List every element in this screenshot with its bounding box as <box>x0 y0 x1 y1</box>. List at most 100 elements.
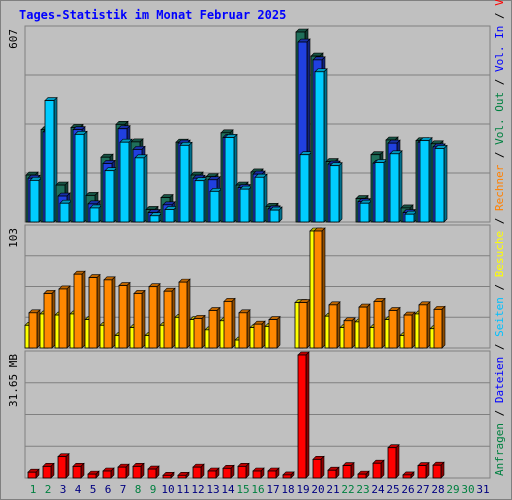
bar-rechner-10-side <box>171 287 176 349</box>
bar-rechner-20 <box>313 230 323 349</box>
bar-rechner-23 <box>358 306 368 349</box>
day-tick-label-11: 11 <box>176 483 189 496</box>
legend-separator: / <box>493 337 506 357</box>
day-tick-label-21: 21 <box>326 483 339 496</box>
day-tick-label-12: 12 <box>191 483 204 496</box>
bar-seiten-6 <box>104 170 115 223</box>
bar-volumen-20-side <box>320 455 325 479</box>
bar-seiten-19 <box>299 154 310 223</box>
scale-label-volume: 31.65 MB <box>7 354 20 407</box>
bar-volumen-19 <box>297 354 307 479</box>
bar-rechner-3 <box>58 288 68 349</box>
bar-seiten-24 <box>374 162 385 223</box>
bar-seiten-21 <box>329 165 340 223</box>
bar-volumen-2 <box>42 465 52 479</box>
bar-seiten-26 <box>404 213 415 223</box>
bar-seiten-11 <box>179 144 190 223</box>
bar-volumen-22-side <box>350 461 355 479</box>
legend-entry-anfragen: Anfragen <box>493 423 506 476</box>
bar-seiten-28-side <box>443 144 448 223</box>
bar-rechner-12-side <box>201 314 206 349</box>
bar-volumen-23 <box>357 473 367 479</box>
legend-separator: / <box>493 403 506 423</box>
bar-rechner-3-side <box>66 285 71 349</box>
scale-label-requests: 607 <box>7 29 20 49</box>
day-tick-label-25: 25 <box>386 483 399 496</box>
legend-separator: / <box>493 277 506 297</box>
bar-rechner-14 <box>223 301 233 349</box>
bar-rechner-27-side <box>426 301 431 349</box>
day-tick-label-16: 16 <box>251 483 264 496</box>
bar-seiten-8 <box>134 157 145 223</box>
day-tick-label-31: 31 <box>476 483 489 496</box>
day-tick-label-10: 10 <box>161 483 174 496</box>
day-tick-label-29: 29 <box>446 483 459 496</box>
legend-entry-seiten: Seiten <box>493 297 506 337</box>
bar-rechner-28 <box>433 308 443 349</box>
day-tick-label-24: 24 <box>371 483 385 496</box>
bar-rechner-5-side <box>96 273 101 349</box>
bar-rechner-21 <box>328 304 338 349</box>
bar-rechner-6-side <box>111 276 116 349</box>
day-tick-label-17: 17 <box>266 483 279 496</box>
day-tick-label-6: 6 <box>105 483 112 496</box>
bar-rechner-22-side <box>351 317 356 349</box>
bar-rechner-15 <box>238 312 248 349</box>
bar-volumen-18 <box>282 474 292 479</box>
day-tick-label-5: 5 <box>90 483 97 496</box>
day-tick-label-19: 19 <box>296 483 309 496</box>
bar-rechner-16 <box>253 323 263 349</box>
bar-volumen-4 <box>72 465 82 479</box>
bar-seiten-14 <box>224 137 235 223</box>
legend-entry-vol-out: Vol. Out <box>493 92 506 145</box>
day-tick-label-27: 27 <box>416 483 429 496</box>
day-tick-label-8: 8 <box>135 483 142 496</box>
bar-volumen-25-side <box>395 443 400 479</box>
bar-volumen-2-side <box>50 462 55 479</box>
day-tick-label-20: 20 <box>311 483 324 496</box>
bar-volumen-20 <box>312 458 322 479</box>
bar-rechner-1-side <box>36 309 41 349</box>
bar-volumen-21 <box>327 469 337 479</box>
bar-seiten-3 <box>59 202 70 223</box>
bar-volumen-28 <box>432 464 442 479</box>
legend-entry-vol-in: Vol. In <box>493 26 506 72</box>
bar-seiten-21-side <box>338 161 343 223</box>
bar-seiten-16 <box>254 176 265 223</box>
bar-volumen-22 <box>342 465 352 479</box>
bar-rechner-21-side <box>336 301 341 349</box>
bar-rechner-1 <box>28 312 38 349</box>
bar-rechner-26 <box>403 314 413 349</box>
bar-volumen-17 <box>267 470 277 479</box>
bar-volumen-7 <box>117 466 127 479</box>
bar-volumen-3 <box>57 456 67 479</box>
bar-volumen-11 <box>177 474 187 479</box>
bar-rechner-19-side <box>306 298 311 349</box>
bar-rechner-6 <box>103 279 113 349</box>
day-tick-label-30: 30 <box>461 483 474 496</box>
bar-rechner-19 <box>298 302 308 349</box>
chart-title: Tages-Statistik im Monat Februar 2025 <box>19 8 287 22</box>
bar-seiten-13 <box>209 190 220 223</box>
bar-volumen-15-side <box>245 462 250 479</box>
bar-rechner-10 <box>163 290 173 349</box>
bar-rechner-2-side <box>51 289 56 349</box>
bar-rechner-13-side <box>216 306 221 349</box>
bar-rechner-28-side <box>441 305 446 349</box>
day-tick-label-18: 18 <box>281 483 294 496</box>
bar-rechner-11 <box>178 281 188 349</box>
bar-seiten-10 <box>164 209 175 223</box>
bar-volumen-27-side <box>425 461 430 479</box>
legend-entry-rechner: Rechner <box>493 164 506 211</box>
bar-volumen-15 <box>237 465 247 479</box>
bar-rechner-22 <box>343 320 353 349</box>
bar-rechner-7 <box>118 285 128 349</box>
bar-rechner-9 <box>148 286 158 349</box>
bar-rechner-23-side <box>366 303 371 349</box>
day-tick-label-1: 1 <box>30 483 37 496</box>
bar-volumen-27 <box>417 465 427 479</box>
day-tick-label-7: 7 <box>120 483 127 496</box>
bar-volumen-5 <box>87 473 97 479</box>
bar-volumen-4-side <box>80 462 85 479</box>
